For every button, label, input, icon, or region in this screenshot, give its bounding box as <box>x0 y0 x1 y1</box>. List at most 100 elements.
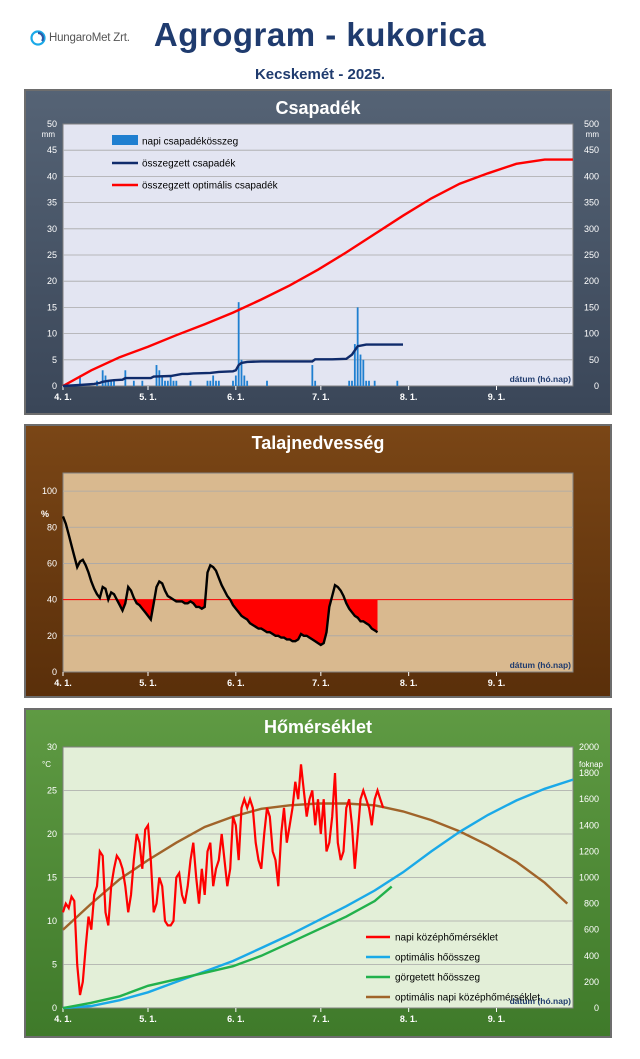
y2-tick-label: 200 <box>584 977 599 987</box>
precip-bar <box>161 375 164 386</box>
legend-label: összegzett optimális csapadék <box>142 181 279 192</box>
x-tick-label: 4. 1. <box>54 678 72 688</box>
y2-tick-label: 400 <box>584 171 599 181</box>
precip-bar <box>169 375 172 386</box>
precip-bar <box>113 380 115 386</box>
x-tick-label: 7. 1. <box>312 392 330 402</box>
precip-bar <box>232 380 234 386</box>
soil-moisture-line <box>61 515 379 647</box>
y2-tick-label: 350 <box>584 198 599 208</box>
legend-label: napi középhőmérséklet <box>395 933 498 944</box>
moisture-deficit-area <box>116 599 378 645</box>
y-tick-label: 5 <box>52 355 57 365</box>
y-tick-label: 50 <box>47 119 57 129</box>
y-unit-label: °C <box>42 760 51 769</box>
y2-tick-label: 300 <box>584 224 599 234</box>
precip-bar <box>266 380 268 386</box>
precip-bar <box>368 380 370 386</box>
y-tick-label: 10 <box>47 916 57 926</box>
x-tick-label: 8. 1. <box>400 392 418 402</box>
y2-tick-label: 1400 <box>579 820 599 830</box>
x-axis-label: dátum (hó.nap) <box>510 374 572 384</box>
legend-label: görgetett hőösszeg <box>395 973 480 984</box>
precip-bar <box>351 380 353 386</box>
precip-bar <box>348 380 351 386</box>
x-tick-label: 6. 1. <box>227 392 245 402</box>
x-tick-label: 7. 1. <box>312 1014 330 1024</box>
precip-bar <box>166 380 169 386</box>
y-unit-label: % <box>41 509 49 519</box>
precip-bar <box>132 380 135 386</box>
y-tick-label: 0 <box>52 667 57 677</box>
y2-tick-label: 600 <box>584 925 599 935</box>
x-tick-label: 8. 1. <box>400 1014 418 1024</box>
logo-text: HungaroMet Zrt. <box>49 32 130 44</box>
plot-talajnedvesseg: 0 20 40 60 80 100 4. 1. 5. 1. 6. 1. 7. 1. 8. 1. 9. … <box>41 472 574 688</box>
plot-csapadek: 0510152025303540455005010015020025030035… <box>42 119 600 402</box>
legend-label: összegzett csapadék <box>142 159 236 170</box>
y-tick-label: 20 <box>47 631 57 641</box>
x-tick-label: 8. 1. <box>400 678 418 688</box>
y-tick-label: 25 <box>47 786 57 796</box>
x-tick-label: 7. 1. <box>312 678 330 688</box>
precip-bar <box>217 380 220 386</box>
y-tick-label: 20 <box>47 829 57 839</box>
x-tick-label: 9. 1. <box>488 1014 506 1024</box>
precip-bar <box>110 380 113 386</box>
precip-bar <box>164 380 166 386</box>
x-tick-label: 9. 1. <box>488 678 506 688</box>
precip-bar <box>215 380 217 386</box>
precip-bar <box>243 375 246 386</box>
daily-mean-temp-line <box>61 764 385 996</box>
cumulative-precip-line <box>62 343 403 388</box>
y2-tick-label: 250 <box>584 250 599 260</box>
y-tick-label: 25 <box>47 250 57 260</box>
precip-bar <box>314 380 317 386</box>
y-tick-label: 30 <box>47 224 57 234</box>
precip-bar <box>359 354 362 386</box>
legend-label: optimális napi középhőmérséklet <box>395 993 540 1004</box>
hungaromet-logo: HungaroMet Zrt. <box>30 30 130 46</box>
y-tick-label: 10 <box>47 329 57 339</box>
y-tick-label: 100 <box>42 486 57 496</box>
y-tick-label: 45 <box>47 145 57 155</box>
y2-tick-label: 800 <box>584 899 599 909</box>
precip-bar <box>206 380 209 386</box>
y2-tick-label: 450 <box>584 145 599 155</box>
precip-bar <box>311 365 314 386</box>
y2-tick-label: 50 <box>589 355 599 365</box>
y2-tick-label: 1800 <box>579 768 599 778</box>
precip-bar <box>209 380 212 386</box>
precip-bar <box>365 380 368 386</box>
x-tick-label: 6. 1. <box>227 1014 245 1024</box>
precip-bar <box>158 370 161 386</box>
precip-bar <box>240 359 243 386</box>
y-tick-label: 80 <box>47 522 57 532</box>
y2-tick-label: 0 <box>594 381 599 391</box>
x-axis-label: dátum (hó.nap) <box>510 660 572 670</box>
precip-bar <box>141 380 144 386</box>
x-tick-label: 5. 1. <box>139 392 157 402</box>
y-tick-label: 15 <box>47 873 57 883</box>
x-tick-label: 5. 1. <box>139 1014 157 1024</box>
precip-bar <box>246 380 249 386</box>
y2-tick-label: 150 <box>584 302 599 312</box>
precip-bar <box>107 380 110 386</box>
y2-tick-label: 1200 <box>579 846 599 856</box>
y2-tick-label: 0 <box>594 1003 599 1013</box>
page-subtitle: Kecskemét - 2025. <box>254 66 386 83</box>
legend-swatch <box>112 135 138 145</box>
temperature-title: Hőmérséklet <box>263 717 373 737</box>
y2-unit-label: mm <box>586 130 600 139</box>
precip-bar <box>189 380 192 386</box>
y-tick-label: 35 <box>47 198 57 208</box>
precipitation-title: Csapadék <box>275 98 361 118</box>
y2-tick-label: 400 <box>584 951 599 961</box>
page-title: Agrogram - kukorica <box>153 16 487 53</box>
y-tick-label: 0 <box>52 381 57 391</box>
precip-bar <box>234 375 237 386</box>
y2-tick-label: 100 <box>584 329 599 339</box>
x-tick-label: 4. 1. <box>54 392 72 402</box>
y-tick-label: 5 <box>52 960 57 970</box>
